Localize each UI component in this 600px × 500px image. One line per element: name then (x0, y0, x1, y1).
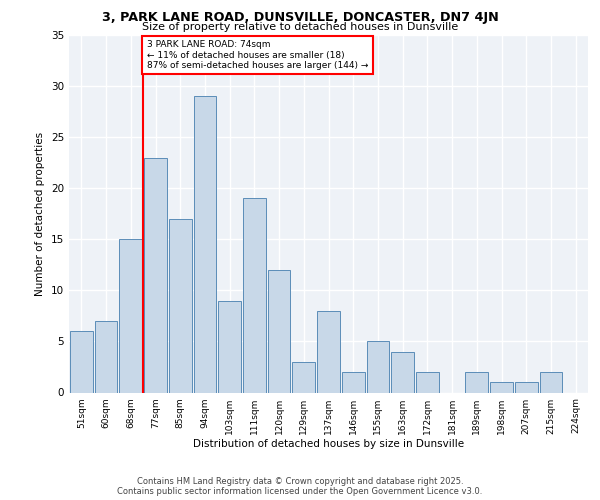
Bar (70, 331, 93, 392)
Bar (317, 311, 340, 392)
Bar (194, 96, 216, 393)
Bar (292, 362, 315, 392)
Bar (367, 342, 389, 392)
Text: Contains HM Land Registry data © Crown copyright and database right 2025.
Contai: Contains HM Land Registry data © Crown c… (118, 476, 482, 496)
Bar (243, 198, 266, 392)
Bar (218, 300, 241, 392)
Bar (515, 382, 538, 392)
Bar (490, 382, 513, 392)
Bar (169, 219, 191, 392)
Bar (119, 240, 142, 392)
Bar (268, 270, 290, 392)
Bar (144, 158, 167, 392)
Text: 3, PARK LANE ROAD, DUNSVILLE, DONCASTER, DN7 4JN: 3, PARK LANE ROAD, DUNSVILLE, DONCASTER,… (101, 11, 499, 24)
Text: Size of property relative to detached houses in Dunsville: Size of property relative to detached ho… (142, 22, 458, 32)
Bar (391, 352, 414, 393)
Y-axis label: Number of detached properties: Number of detached properties (35, 132, 46, 296)
Bar (416, 372, 439, 392)
Bar (95, 321, 118, 392)
X-axis label: Distribution of detached houses by size in Dunsville: Distribution of detached houses by size … (193, 440, 464, 450)
Bar (539, 372, 562, 392)
Text: 3 PARK LANE ROAD: 74sqm
← 11% of detached houses are smaller (18)
87% of semi-de: 3 PARK LANE ROAD: 74sqm ← 11% of detache… (147, 40, 368, 70)
Bar (342, 372, 365, 392)
Bar (466, 372, 488, 392)
